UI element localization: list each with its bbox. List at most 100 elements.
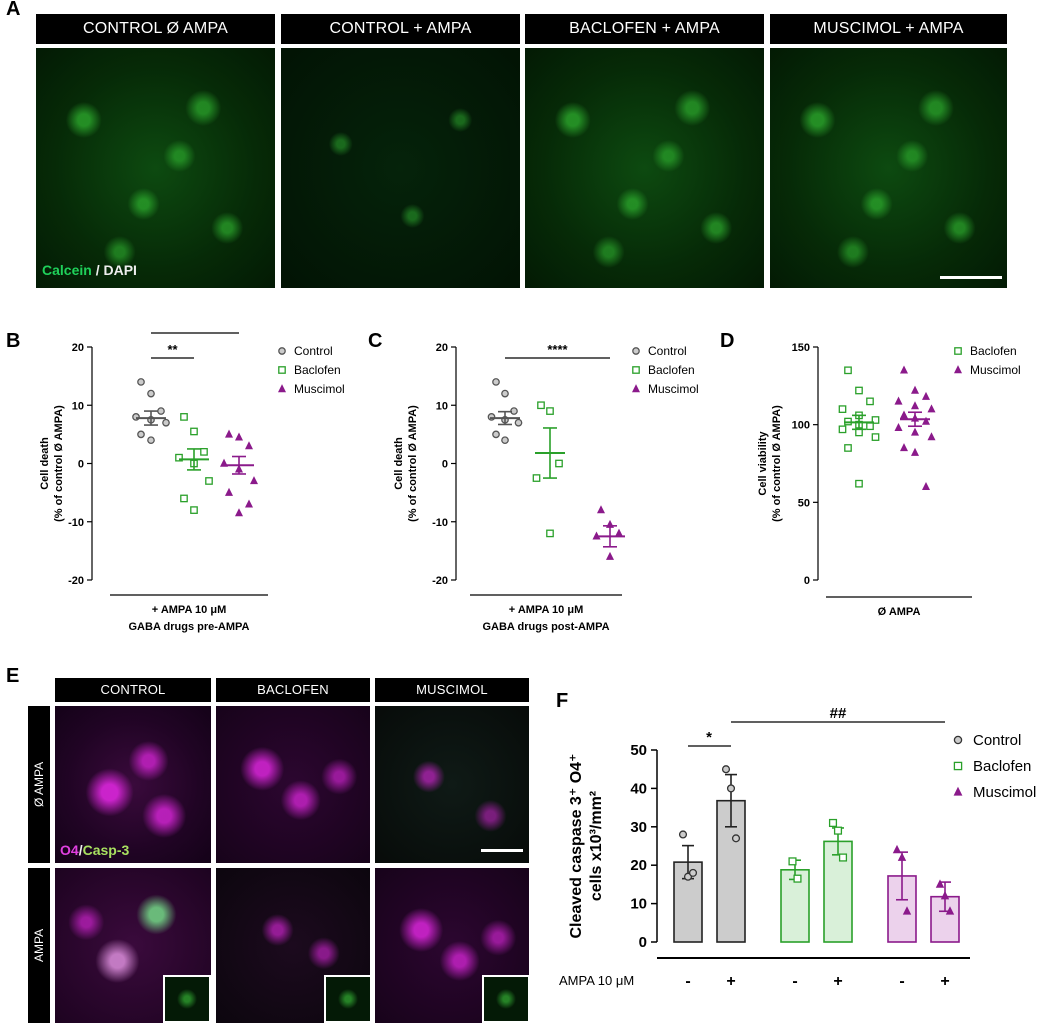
y-tick-label: 20: [436, 342, 448, 354]
data-point: [532, 474, 541, 482]
category-label: +: [726, 973, 735, 990]
legend-marker: [632, 347, 640, 355]
data-point: [866, 397, 874, 406]
data-point: [871, 416, 880, 424]
legend-label: Baclofen: [973, 758, 1031, 775]
calcein-label: Calcein: [42, 262, 92, 278]
y-tick-label: 10: [436, 400, 448, 412]
data-point: [205, 477, 213, 485]
o4-label: O4: [60, 842, 79, 858]
micrograph-control-no-ampa: [36, 48, 275, 288]
data-point: [137, 378, 145, 386]
legend-label: Control: [294, 344, 333, 358]
legend-marker: [278, 347, 286, 355]
data-point: [921, 481, 931, 490]
legend-marker: [631, 384, 641, 393]
panel-e-row-label-1: Ø AMPA: [28, 706, 50, 863]
micrograph-e-muscimol-no-ampa: [375, 706, 529, 863]
y-axis-label-line1: Cell death: [393, 437, 405, 490]
e-stain-separator: /: [78, 842, 83, 858]
data-point: [147, 436, 155, 445]
data-point: [244, 441, 254, 450]
y-tick-label: 50: [630, 742, 647, 759]
data-point: [514, 418, 523, 427]
data-point: [838, 853, 848, 862]
data-point: [157, 407, 165, 415]
stain-separator: /: [91, 262, 104, 278]
panel-a-header-4: MUSCIMOL + AMPA: [770, 14, 1007, 44]
data-point: [855, 386, 863, 395]
data-point: [224, 487, 234, 496]
data-point: [940, 890, 950, 900]
data-point: [614, 528, 624, 537]
micrograph-control-ampa: [281, 48, 520, 288]
y-tick-label: 0: [639, 934, 647, 951]
data-point: [833, 826, 843, 835]
data-point: [899, 410, 909, 419]
scale-bar-a: [940, 276, 1002, 279]
legend-label: Muscimol: [294, 382, 345, 396]
data-point: [501, 436, 509, 445]
legend-marker: [953, 365, 963, 374]
data-point: [224, 429, 234, 438]
panel-a-header-3: BACLOFEN + AMPA: [525, 14, 764, 44]
significance-label: ##: [830, 705, 847, 722]
category-label: +: [940, 973, 949, 990]
data-point: [180, 413, 188, 421]
legend-marker: [954, 347, 962, 355]
category-label: -: [899, 973, 904, 990]
x-axis-label: AMPA 10 μM: [559, 973, 634, 988]
data-point: [899, 365, 909, 374]
calcein-dapi-label: Calcein / DAPI: [42, 262, 137, 278]
data-point: [555, 459, 563, 468]
legend-marker: [277, 384, 287, 393]
category-label: +: [833, 973, 842, 990]
data-point: [190, 506, 198, 514]
data-point: [132, 413, 140, 421]
panel-e-header-2: BACLOFEN: [216, 678, 370, 702]
panel-e-row-label-2: AMPA: [28, 868, 50, 1023]
legend-marker: [278, 366, 286, 374]
chart-c: -20 -10 0 10 20 Cell death (% of control Ø AMP…: [393, 342, 699, 633]
data-point: [200, 448, 208, 456]
data-point: [838, 425, 847, 434]
data-point: [910, 447, 920, 456]
data-point: [910, 385, 920, 394]
data-point: [234, 508, 244, 517]
data-point: [234, 432, 244, 441]
y-tick-label: 40: [630, 780, 647, 797]
scale-bar-e: [481, 849, 523, 852]
x-group-label-2: GABA drugs post-AMPA: [482, 621, 609, 633]
data-point: [855, 428, 863, 437]
dapi-label: DAPI: [103, 262, 137, 278]
y-tick-label: 50: [798, 497, 810, 509]
bar: [823, 840, 853, 943]
data-point: [501, 389, 509, 398]
panel-e-header-1: CONTROL: [55, 678, 211, 702]
data-point: [899, 443, 909, 452]
data-point: [894, 422, 903, 431]
y-axis-label-line2: cells x10³/mm²: [588, 791, 605, 901]
data-point: [935, 879, 945, 888]
y-tick-label: -20: [68, 575, 84, 587]
data-point: [838, 405, 847, 413]
data-point: [910, 427, 920, 436]
data-point: [844, 444, 852, 452]
data-point: [492, 378, 500, 386]
data-point: [180, 494, 188, 503]
chart-b: -20 -10 0 10 20 Cell death (% of control Ø AMP…: [39, 325, 345, 633]
y-tick-label: 10: [72, 400, 84, 412]
legend-label: Muscimol: [973, 784, 1036, 801]
casp3-label: Casp-3: [82, 842, 130, 858]
data-point: [546, 407, 554, 415]
y-tick-label: 0: [804, 575, 810, 587]
significance-label: ****: [547, 342, 568, 357]
data-point: [921, 416, 931, 425]
y-axis-label-line2: (% of control Ø AMPA): [407, 405, 419, 522]
legend-label: Muscimol: [970, 363, 1021, 377]
panel-b-letter: B: [6, 330, 21, 352]
data-point: [487, 413, 496, 421]
data-point: [721, 765, 731, 774]
legend-label: Control: [648, 344, 687, 358]
panel-f-letter: F: [556, 690, 569, 712]
